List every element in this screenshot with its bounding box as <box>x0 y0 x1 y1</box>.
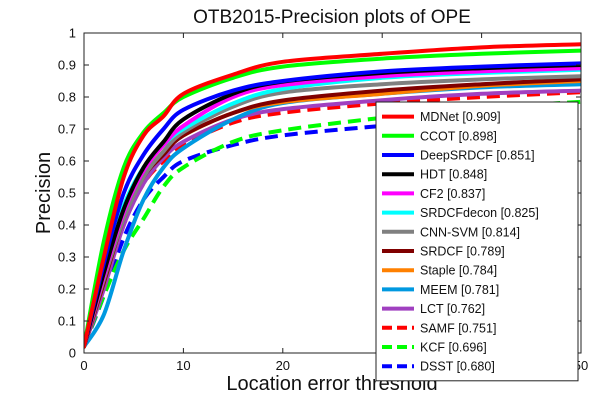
y-tick-label: 0.3 <box>58 250 76 265</box>
y-tick-label: 0.2 <box>58 282 76 297</box>
series-line-1 <box>84 48 581 349</box>
legend-label: HDT [0.848] <box>420 168 487 182</box>
y-tick-label: 0.7 <box>58 122 76 137</box>
series-line-2 <box>84 61 581 349</box>
legend-label: Staple [0.784] <box>420 264 497 278</box>
y-tick-label: 0.4 <box>58 218 76 233</box>
legend-label: CF2 [0.837] <box>420 187 485 201</box>
y-tick-label: 0.9 <box>58 58 76 73</box>
x-tick-label: 20 <box>276 358 290 373</box>
y-tick-label: 1 <box>69 26 76 41</box>
legend-label: DSST [0.680] <box>420 360 495 374</box>
legend-label: CCOT [0.898] <box>420 129 497 143</box>
y-tick-label: 0.1 <box>58 314 76 329</box>
legend-label: SRDCFdecon [0.825] <box>420 206 539 220</box>
y-tick-label: 0 <box>69 346 76 361</box>
legend-label: DeepSRDCF [0.851] <box>420 149 535 163</box>
legend-label: CNN-SVM [0.814] <box>420 225 520 239</box>
series-line-0 <box>84 42 581 349</box>
legend-box <box>375 101 579 382</box>
y-tick-label: 0.8 <box>58 90 76 105</box>
x-tick-label: 0 <box>80 358 87 373</box>
y-axis-title: Precision <box>33 152 55 234</box>
legend-label: SRDCF [0.789] <box>420 245 505 259</box>
legend-label: MDNet [0.909] <box>420 110 501 124</box>
y-tick-label: 0.6 <box>58 154 76 169</box>
legend-label: LCT [0.762] <box>420 302 485 316</box>
y-tick-label: 0.5 <box>58 186 76 201</box>
chart-title: OTB2015-Precision plots of OPE <box>193 7 471 28</box>
series-line-11 <box>84 90 581 348</box>
legend-label: SAMF [0.751] <box>420 321 496 335</box>
legend: MDNet [0.909] CCOT [0.898] DeepSRDCF [0.85… <box>375 101 579 382</box>
legend-label: MEEM [0.781] <box>420 283 499 297</box>
x-tick-label: 10 <box>176 358 190 373</box>
legend-label: KCF [0.696] <box>420 341 487 355</box>
